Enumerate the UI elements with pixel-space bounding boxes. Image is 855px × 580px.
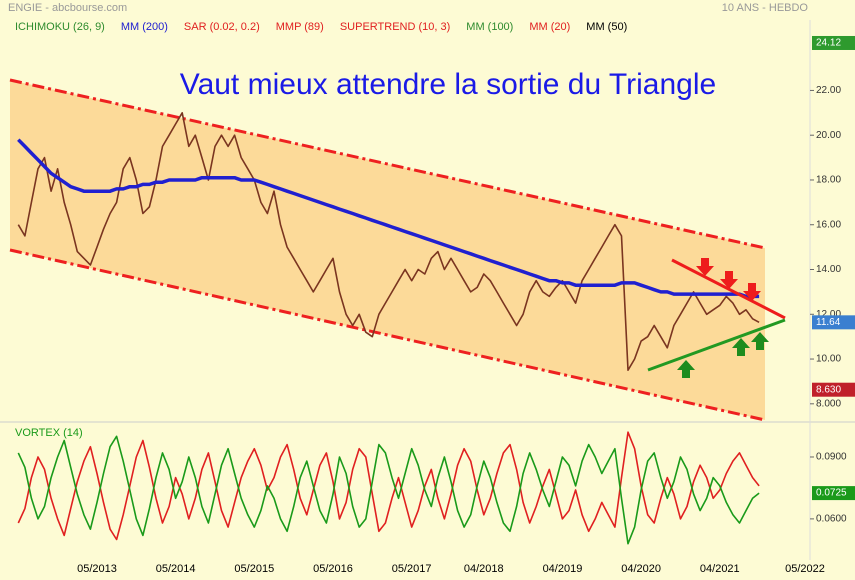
plot: [17, 112, 760, 545]
x-tick-label: 04/2019: [543, 563, 583, 575]
arrow-down: [696, 258, 714, 276]
y-tick-label: 10.00: [816, 354, 841, 365]
right-axis-area: [810, 0, 855, 580]
price-marker-label: 8.630: [816, 384, 841, 395]
x-tick-label: 04/2021: [700, 563, 740, 575]
price-marker: [812, 382, 855, 397]
y-tick-label: 22.00: [816, 85, 841, 96]
channel: [10, 80, 765, 420]
panel-title: VORTEX (14): [15, 427, 83, 439]
channel-upper: [9, 78, 766, 250]
x-tick-label: 05/2022: [785, 563, 825, 575]
buy-arrows: [677, 332, 769, 378]
x-tick-label: 05/2014: [156, 563, 196, 575]
x-tick-label: 04/2018: [464, 563, 504, 575]
x-tick-label: 05/2016: [313, 563, 353, 575]
series-line: [17, 112, 760, 371]
y-tick-label: 20.00: [816, 130, 841, 141]
source: ENGIE - abcbourse.com: [8, 2, 127, 14]
price-marker: [812, 315, 855, 330]
legend-item: MM (20): [529, 21, 570, 33]
series-line: [17, 435, 760, 545]
legend-item: MM (100): [466, 21, 513, 33]
sell-arrows: [696, 258, 761, 301]
y-tick-label: 12.00: [816, 309, 841, 320]
legend-item: MMP (89): [276, 21, 324, 33]
y-tick-label: 16.00: [816, 219, 841, 230]
legend-item: MM (200): [121, 21, 168, 33]
series-line: [17, 431, 760, 541]
y-tick-label: 14.00: [816, 264, 841, 275]
y-tick-label: 0.0900: [816, 452, 847, 463]
triangle-lower: [647, 318, 786, 372]
arrow-up: [751, 332, 769, 350]
y-tick-label: 8.000: [816, 398, 841, 409]
arrow-down: [743, 283, 761, 301]
price-marker-label: 0.0725: [816, 488, 847, 499]
triangle-upper: [671, 258, 786, 320]
x-tick-label: 05/2015: [234, 563, 274, 575]
y-tick-label: 18.00: [816, 175, 841, 186]
arrow-down: [720, 271, 738, 289]
legend-item: SAR (0.02, 0.2): [184, 21, 260, 33]
price-marker-label: 24.12: [816, 38, 841, 49]
period: 10 ANS - HEBDO: [722, 2, 809, 14]
annotation: Vaut mieux attendre la sortie du Triangl…: [180, 68, 716, 101]
arrow-up: [732, 338, 750, 356]
channel-lower: [9, 248, 766, 422]
price-marker: [812, 486, 855, 501]
legend-item: ICHIMOKU (26, 9): [15, 21, 105, 33]
x-tick-label: 04/2020: [621, 563, 661, 575]
legend-item: MM (50): [586, 21, 627, 33]
price-marker: [812, 35, 855, 50]
y-tick-label: 0.0600: [816, 514, 847, 525]
series-line: [17, 138, 760, 299]
x-tick-label: 05/2013: [77, 563, 117, 575]
price-marker-label: 11.64: [816, 317, 841, 328]
legend-item: SUPERTREND (10, 3): [340, 21, 450, 33]
arrow-up: [677, 360, 695, 378]
x-tick-label: 05/2017: [392, 563, 432, 575]
